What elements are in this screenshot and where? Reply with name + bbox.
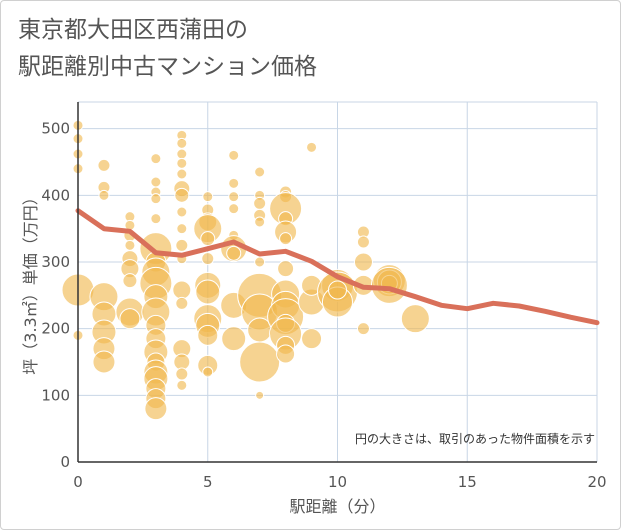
y-tick-label: 100 [41,386,70,404]
bubble-point [328,280,347,300]
bubble-point [353,252,373,272]
bubble-point [239,341,281,383]
bubble-point [254,216,266,228]
bubble-point [201,252,215,266]
bubble-point [228,149,240,161]
bubble-point [144,397,168,421]
bubble-point [228,177,240,189]
y-axis-title: 坪（3.3㎡）単価（万円） [21,189,40,374]
bubble-point [306,141,318,153]
bubble-point [176,168,188,180]
bubble-point [150,153,162,165]
bubble-point [176,137,188,149]
bubble-point [255,390,265,400]
bubble-point [202,366,214,378]
bubble-point [253,196,267,210]
bubble-point [301,328,323,350]
x-tick-label: 10 [328,473,347,491]
y-tick-label: 300 [41,253,70,271]
bubble-series [61,119,430,421]
chart-title-line-2: 駅距離別中古マンション価格 [18,54,317,80]
chart-title: 東京都大田区西蒲田の 駅距離別中古マンション価格 [18,12,578,86]
bubble-point [370,266,408,304]
bubble-point [176,379,188,391]
bubble-point [175,238,189,252]
bubble-point [400,304,430,334]
bubble-point [200,231,216,247]
bubble-point [92,350,116,374]
bubble-point [356,322,370,336]
bubble-point [176,148,188,160]
bubble-point [228,203,240,215]
y-tick-label: 400 [41,186,70,204]
bubble-point [174,187,190,203]
x-tick-label: 0 [73,473,83,491]
y-tick-label: 500 [41,120,70,138]
bubble-point [226,245,242,261]
bubble-point [221,326,247,352]
bubble-point [176,206,188,218]
bubble-point [119,308,141,330]
x-tick-label: 15 [458,473,477,491]
bubble-point [276,344,296,364]
bubble-point [150,176,162,188]
bubble-point [254,166,266,178]
x-tick-label: 20 [587,473,606,491]
bubble-point [176,223,188,235]
bubble-point [175,367,189,381]
bubble-point [172,280,192,300]
bubble-point [122,273,138,289]
bubble-point [124,239,136,251]
bubble-size-note: 円の大きさは、取引のあった物件面積を示す [355,431,595,446]
bubble-point [97,158,111,172]
bubble-point [254,256,266,268]
y-tick-label: 0 [60,453,70,471]
average-price-line [75,208,600,326]
bubble-point [98,189,110,201]
chart-title-line-1: 東京都大田区西蒲田の [18,17,248,43]
bubble-point [150,213,162,225]
bubble-point [356,235,370,249]
bubble-point [228,191,240,203]
bubble-point [175,296,189,310]
axes [77,102,597,463]
bubble-point [279,232,293,246]
bubble-point [277,260,295,278]
bubble-point [197,324,219,346]
bubble-point [202,191,214,203]
y-tick-label: 200 [41,320,70,338]
trend-line-series [75,208,600,326]
bubble-point [176,157,188,169]
bubble-point [150,193,162,205]
bubble-point [195,279,221,305]
x-axis-title: 駅距離（分） [289,497,385,516]
x-tick-label: 5 [203,473,213,491]
